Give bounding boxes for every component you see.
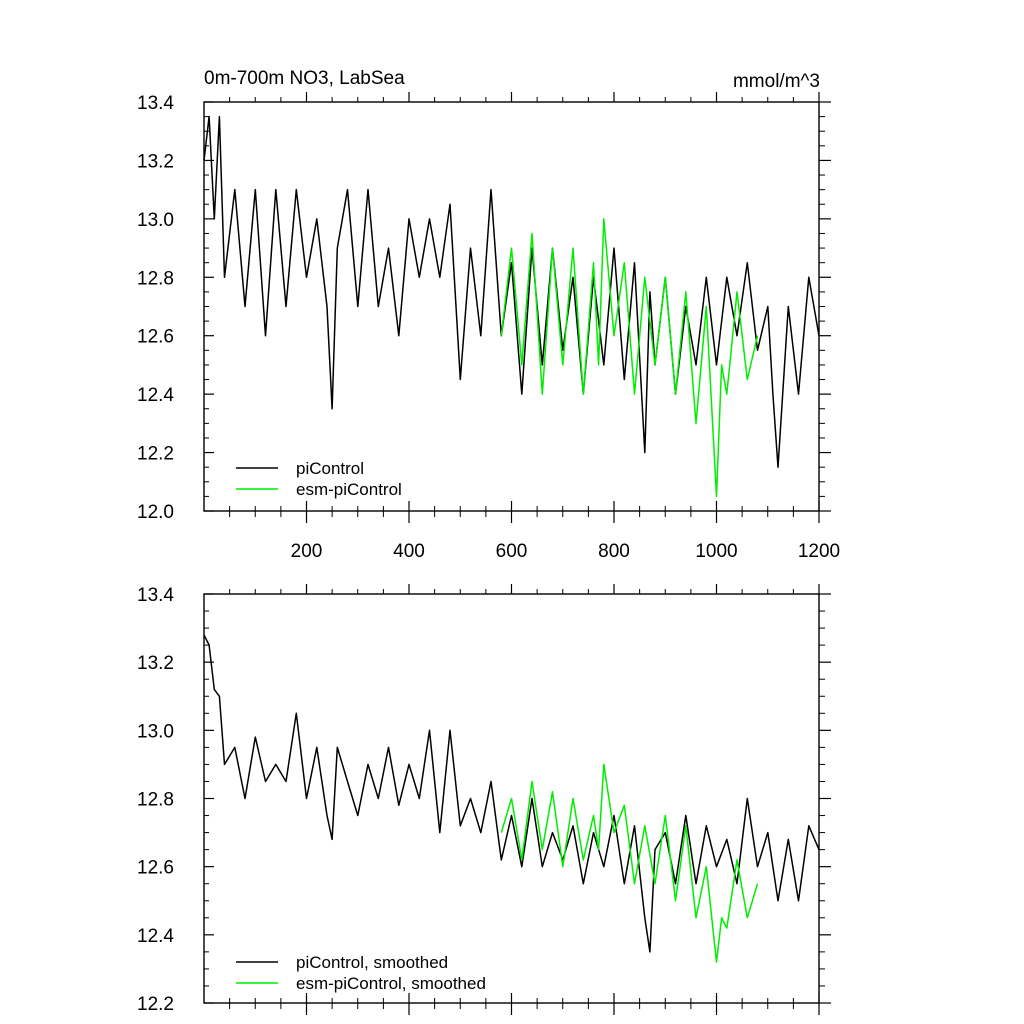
y-tick-label: 12.2 xyxy=(137,994,174,1015)
y-tick-label: 13.2 xyxy=(137,653,174,674)
ticks-layer: 12.2 12.4 12.6 12.8 13.0 13.2 13.4 xyxy=(137,584,831,1015)
y-tick-label: 13.0 xyxy=(137,721,174,742)
chart-panel-bottom: 12.2 12.4 12.6 12.8 13.0 13.2 13.4 piControl, … xyxy=(137,584,831,1015)
y-tick-label: 12.4 xyxy=(137,385,174,406)
y-tick-label: 13.4 xyxy=(137,585,174,606)
series-line-esm-picontrol xyxy=(500,218,759,498)
series-layer xyxy=(203,115,820,498)
y-tick-label: 12.4 xyxy=(137,926,174,947)
series-line-picontrol xyxy=(203,115,820,468)
y-tick-label: 13.2 xyxy=(137,151,174,172)
x-tick-label: 600 xyxy=(496,541,528,562)
series-line-picontrol-smoothed xyxy=(203,634,820,953)
x-tick-label: 1200 xyxy=(798,541,840,562)
chart-title: 0m-700m NO3, LabSea xyxy=(204,68,405,89)
y-tick-label: 13.0 xyxy=(137,210,174,231)
y-tick-label: 12.6 xyxy=(137,858,174,879)
legend-label-picontrol: piControl xyxy=(296,459,364,478)
plot-frame xyxy=(203,101,820,512)
legend: piControl esm-piControl xyxy=(236,459,402,499)
series-layer xyxy=(203,634,820,963)
units-label: mmol/m^3 xyxy=(733,71,820,92)
ticks-layer: 200 400 600 800 1000 1200 12.0 12.2 12.4 12.6 12.8… xyxy=(137,92,840,562)
x-tick-label: 800 xyxy=(598,541,630,562)
y-tick-label: 12.8 xyxy=(137,790,174,811)
y-tick-label: 12.2 xyxy=(137,444,174,465)
plot-frame xyxy=(203,593,820,1004)
series-line-esm-picontrol-smoothed xyxy=(500,763,759,963)
y-tick-label: 13.4 xyxy=(137,93,174,114)
legend-label-esm-picontrol: esm-piControl xyxy=(296,480,402,499)
x-tick-label: 1000 xyxy=(695,541,737,562)
y-tick-label: 12.8 xyxy=(137,268,174,289)
y-tick-label: 12.0 xyxy=(137,502,174,523)
chart-panel-top: 0m-700m NO3, LabSea mmol/m^3 200 400 600 80… xyxy=(137,68,840,562)
legend-label-esm-picontrol-smoothed: esm-piControl, smoothed xyxy=(296,974,486,993)
legend: piControl, smoothed esm-piControl, smoot… xyxy=(236,953,486,993)
x-tick-label: 200 xyxy=(291,541,323,562)
y-tick-label: 12.6 xyxy=(137,327,174,348)
x-tick-label: 400 xyxy=(393,541,425,562)
legend-label-picontrol-smoothed: piControl, smoothed xyxy=(296,953,448,972)
